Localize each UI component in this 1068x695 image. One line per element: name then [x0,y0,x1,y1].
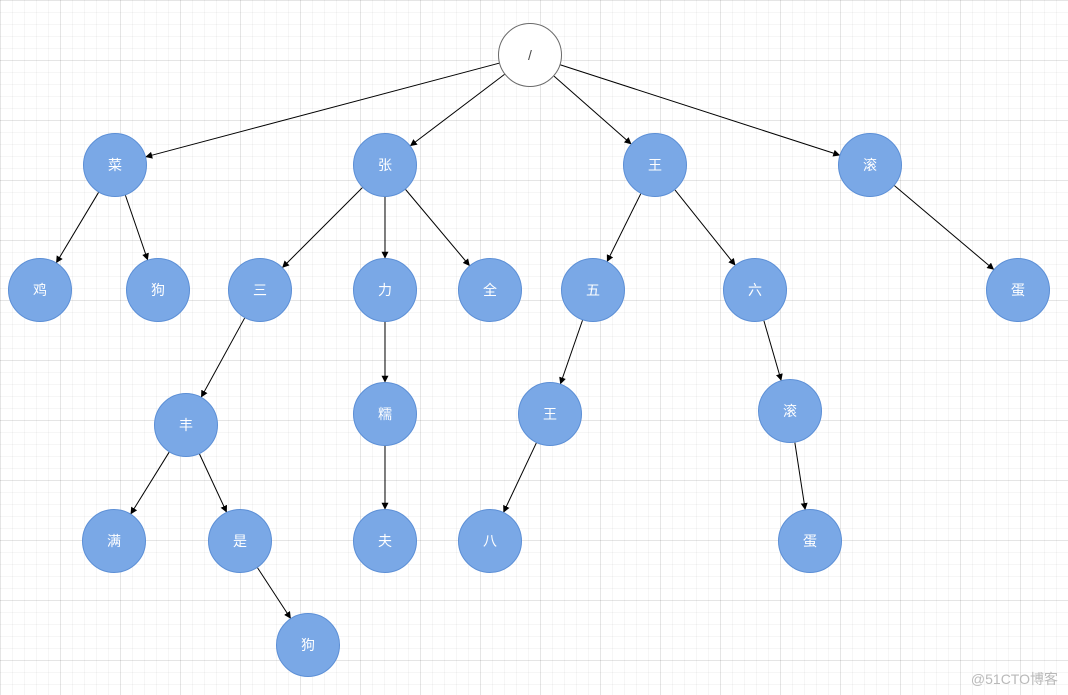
node-label: / [528,47,532,63]
tree-node[interactable]: 张 [353,133,417,197]
node-label: 蛋 [803,531,817,551]
tree-node[interactable]: 三 [228,258,292,322]
tree-node[interactable]: 王 [623,133,687,197]
node-label: 三 [253,280,267,300]
tree-node[interactable]: 蛋 [986,258,1050,322]
node-label: 滚 [863,155,877,175]
tree-node[interactable]: 全 [458,258,522,322]
tree-node[interactable]: 菜 [83,133,147,197]
node-label: 是 [233,531,247,551]
tree-node[interactable]: 是 [208,509,272,573]
node-label: 菜 [108,155,122,175]
tree-node[interactable]: 鸡 [8,258,72,322]
tree-node[interactable]: 狗 [126,258,190,322]
node-label: 鸡 [33,280,47,300]
tree-node[interactable]: 满 [82,509,146,573]
node-label: 蛋 [1011,280,1025,300]
node-label: 王 [543,404,557,424]
node-label: 八 [483,531,497,551]
node-label: 滚 [783,401,797,421]
tree-node[interactable]: 狗 [276,613,340,677]
node-label: 丰 [179,415,193,435]
tree-node[interactable]: 糯 [353,382,417,446]
root-node[interactable]: / [498,23,562,87]
node-label: 夫 [378,531,392,551]
node-label: 力 [378,280,392,300]
node-label: 王 [648,155,662,175]
tree-node[interactable]: 蛋 [778,509,842,573]
node-label: 五 [586,280,600,300]
node-label: 张 [378,155,392,175]
node-label: 糯 [378,404,392,424]
tree-node[interactable]: 王 [518,382,582,446]
tree-node[interactable]: 夫 [353,509,417,573]
tree-node[interactable]: 力 [353,258,417,322]
tree-node[interactable]: 五 [561,258,625,322]
watermark: @51CTO博客 [971,669,1058,689]
node-label: 狗 [151,280,165,300]
tree-node[interactable]: 六 [723,258,787,322]
tree-node[interactable]: 滚 [758,379,822,443]
diagram-canvas: /菜张王滚鸡狗三力全五六蛋丰糯王滚满是夫八蛋狗 @51CTO博客 [0,0,1068,695]
node-label: 全 [483,280,497,300]
tree-node[interactable]: 丰 [154,393,218,457]
tree-node[interactable]: 滚 [838,133,902,197]
node-label: 六 [748,280,762,300]
node-label: 满 [107,531,121,551]
grid-background [0,0,1068,695]
tree-node[interactable]: 八 [458,509,522,573]
node-label: 狗 [301,635,315,655]
